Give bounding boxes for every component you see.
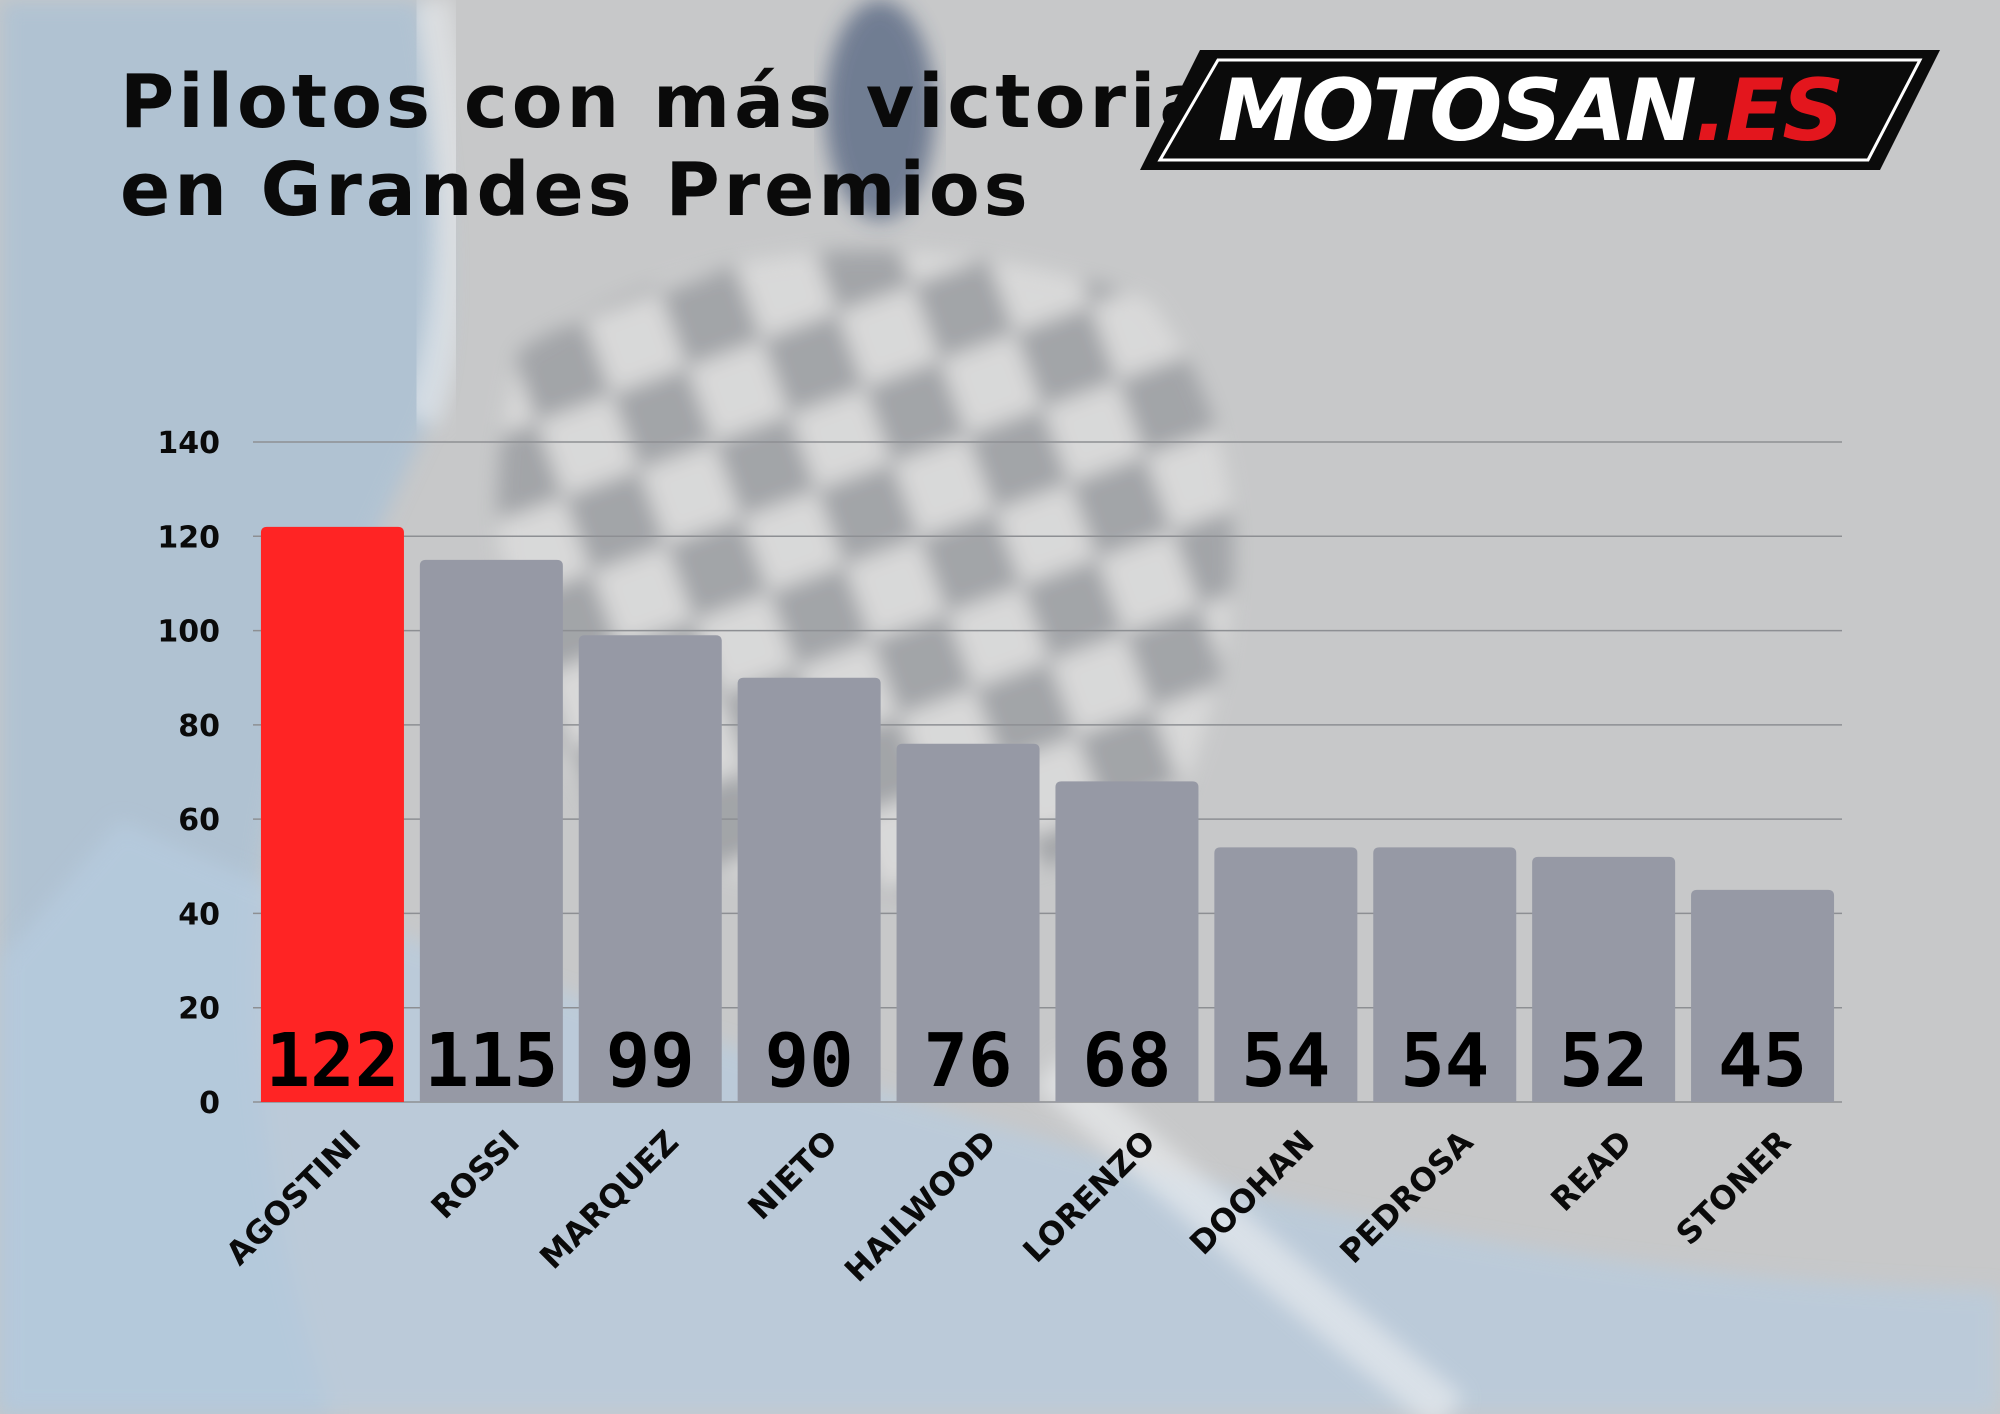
x-tick-label: NIETO [740,1123,844,1227]
bar-marquez [578,635,722,1102]
bar-nieto [737,677,881,1102]
y-tick-label: 60 [178,803,220,838]
x-tick-label: MARQUEZ [532,1123,686,1277]
value-label: 76 [923,1018,1012,1104]
bar-hailwood [896,743,1040,1102]
x-tick-label: PEDROSA [1332,1123,1480,1271]
bar-doohan [1214,847,1358,1102]
value-label: 68 [1082,1018,1171,1104]
y-tick-label: 40 [178,897,220,932]
logo-text-main: MOTOSAN [1218,61,1696,161]
bar-read [1532,856,1676,1102]
value-labels: 122 115 99 90 76 68 54 54 52 45 [266,1018,1807,1104]
value-label: 54 [1400,1018,1489,1104]
x-tick-label: LORENZO [1015,1123,1162,1270]
value-label: 90 [765,1018,854,1104]
y-tick-label: 140 [157,426,220,461]
bar-rossi [419,559,563,1102]
value-label: 122 [266,1018,400,1104]
x-tick-label: ROSSI [423,1123,527,1227]
bars [260,526,1835,1102]
y-tick-label: 0 [199,1086,220,1121]
y-tick-label: 80 [178,709,220,744]
y-tick-label: 20 [178,992,220,1027]
y-tick-label: 100 [157,615,220,650]
x-tick-label: DOOHAN [1182,1123,1322,1263]
x-tick-label: HAILWOOD [837,1123,1004,1290]
value-label: 115 [425,1018,559,1104]
value-label: 52 [1559,1018,1648,1104]
logo-text-domain: .ES [1695,61,1842,161]
y-axis: 0 20 40 60 80 100 120 140 [157,426,220,1121]
chart-title-line-2: en Grandes Premios [120,147,1032,233]
svg-text:MOTOSAN.ES: MOTOSAN.ES [1218,61,1842,161]
bar-pedrosa [1373,847,1517,1102]
x-tick-label: READ [1543,1123,1639,1219]
value-label: 54 [1241,1018,1330,1104]
chart-title: Pilotos con más victorias en Grandes Pre… [120,58,1261,234]
y-tick-label: 120 [157,520,220,555]
bar-stoner [1691,889,1835,1102]
x-tick-label: AGOSTINI [218,1123,368,1273]
value-label: 45 [1718,1018,1807,1104]
bar-lorenzo [1055,781,1199,1102]
motosan-logo: MOTOSAN.ES [1140,50,1940,170]
bar-agostini [260,526,404,1102]
chart-title-line-1: Pilotos con más victorias [120,59,1262,145]
value-label: 99 [606,1018,695,1104]
x-tick-label: STONER [1669,1123,1799,1253]
